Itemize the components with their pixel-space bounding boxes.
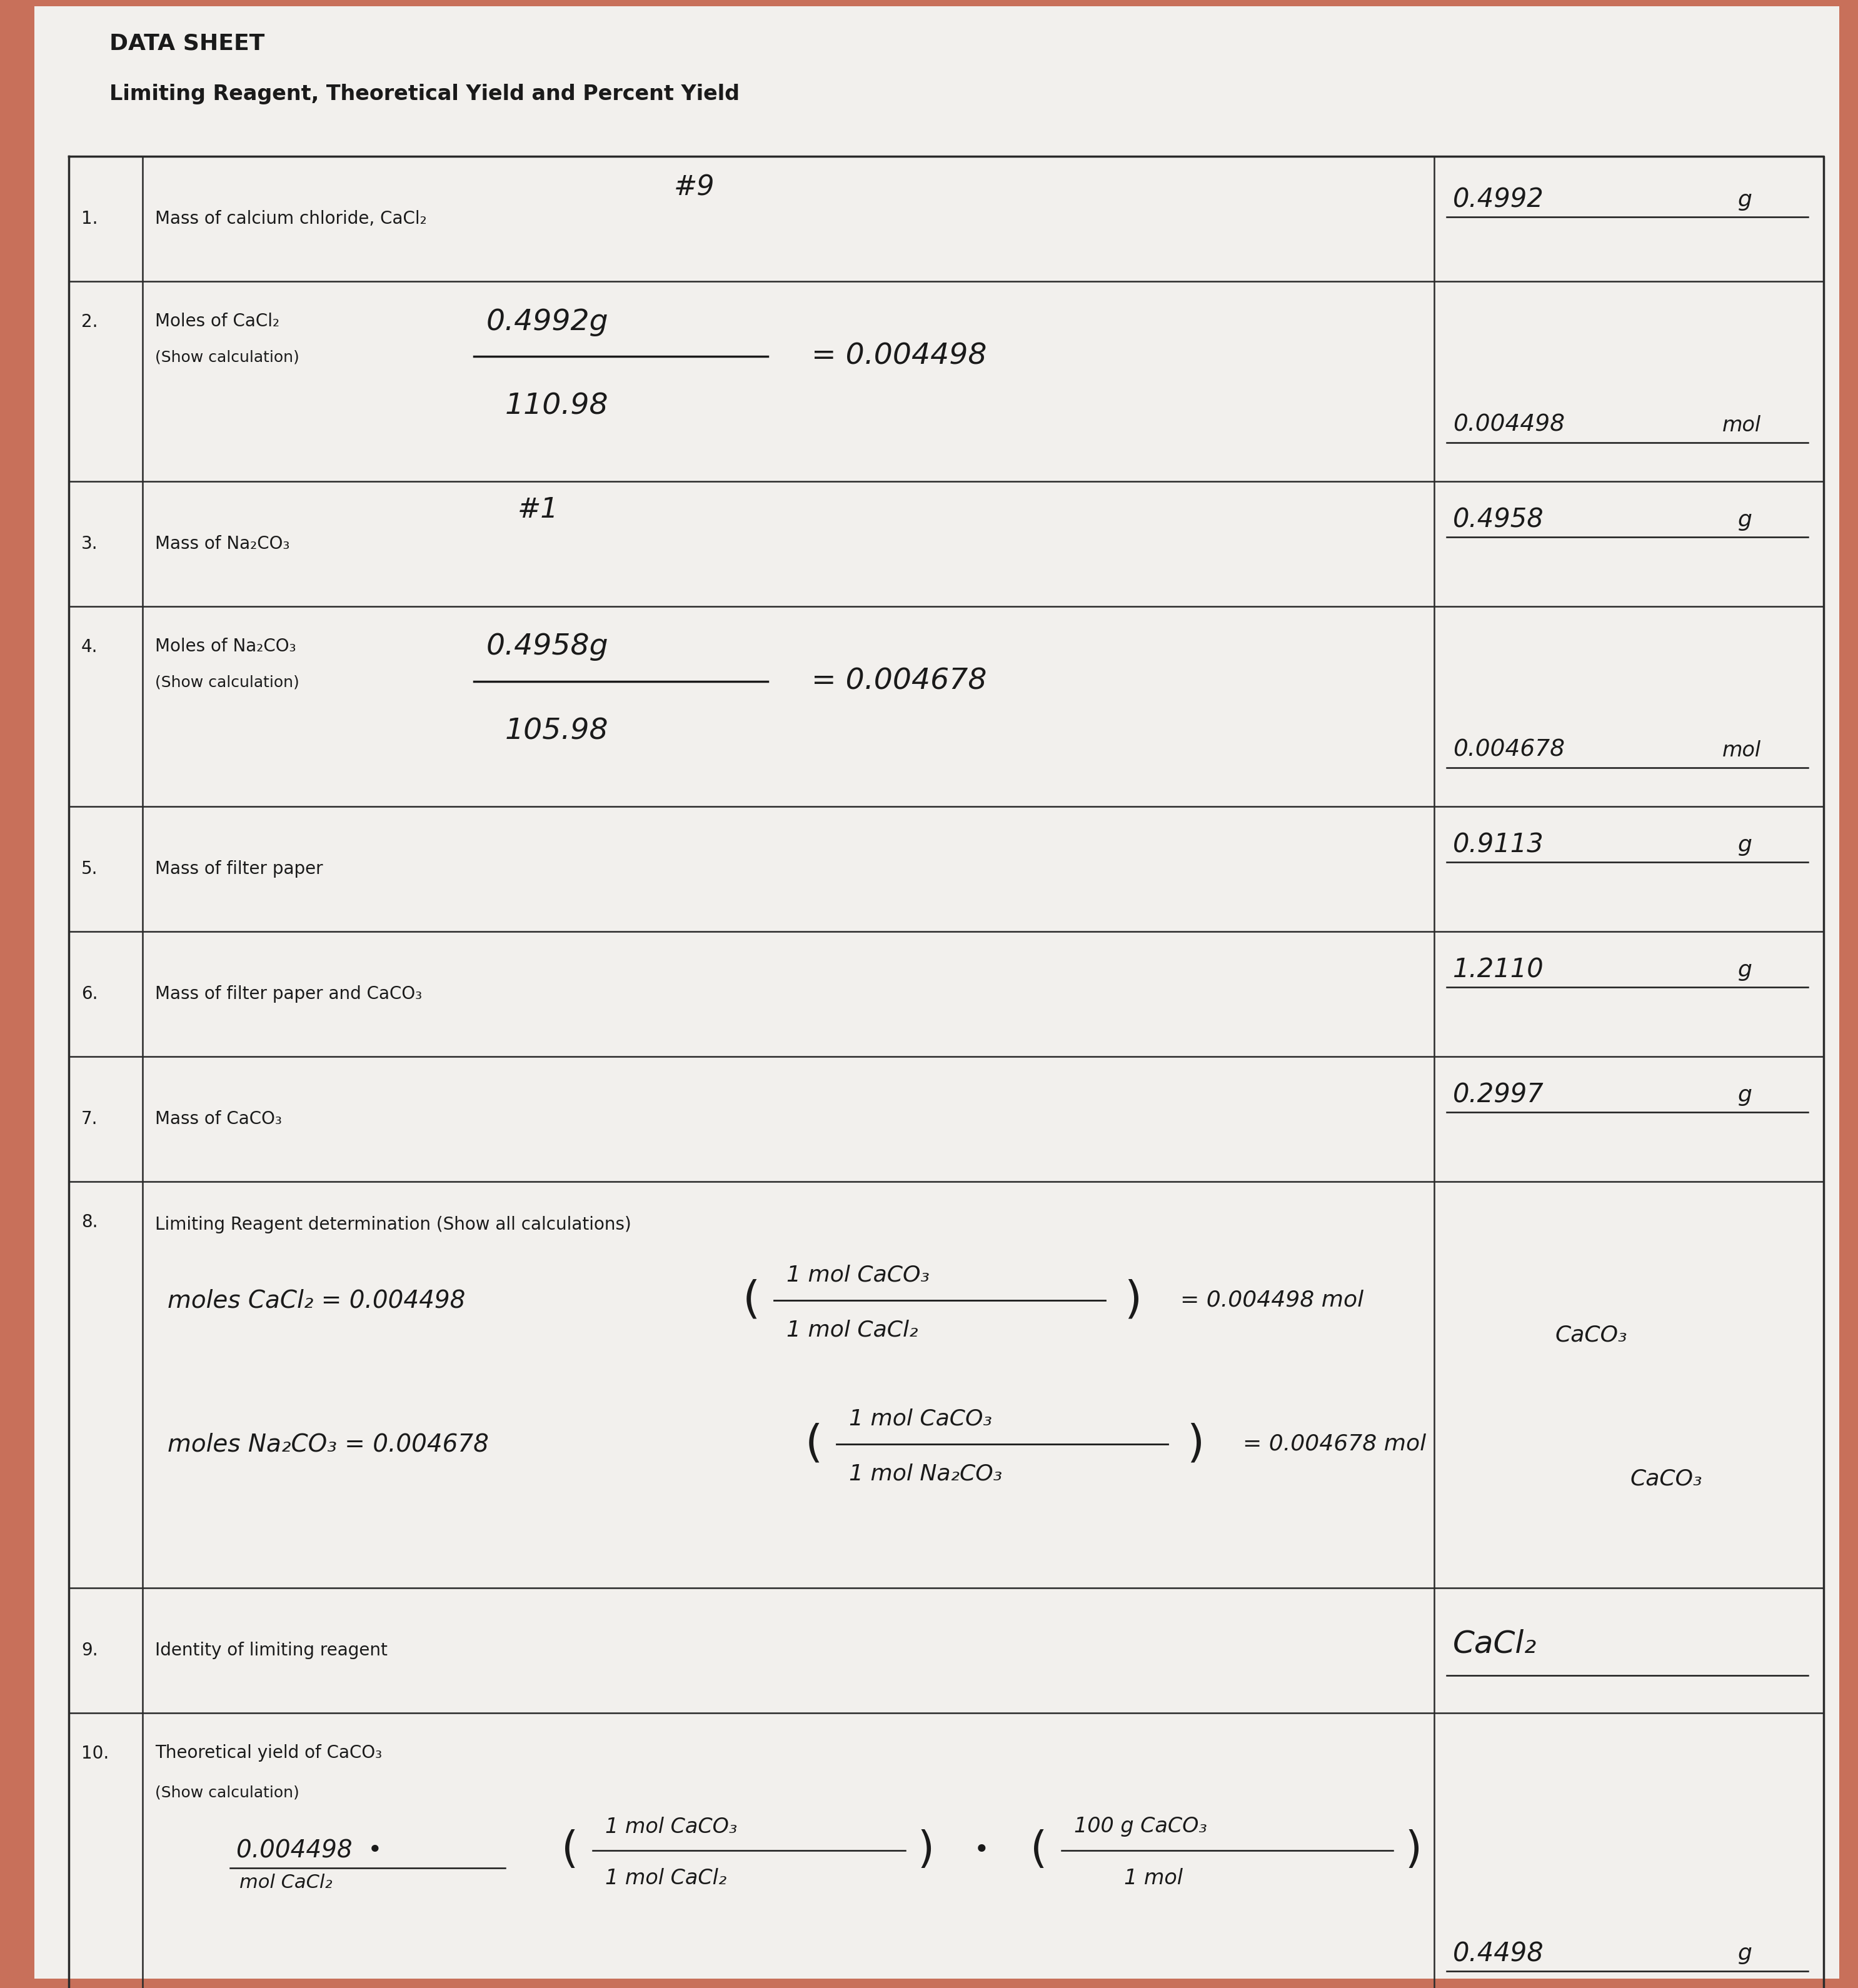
Text: g: g	[1737, 1942, 1752, 1964]
FancyBboxPatch shape	[35, 6, 1839, 1978]
Text: 0.2997: 0.2997	[1453, 1081, 1544, 1109]
Text: g: g	[1737, 189, 1752, 211]
Text: 9.: 9.	[82, 1642, 98, 1660]
Text: 0.4992g: 0.4992g	[487, 308, 609, 336]
Text: ): )	[918, 1829, 935, 1871]
Text: ): )	[1405, 1829, 1421, 1871]
Text: 1.2110: 1.2110	[1453, 956, 1544, 984]
Text: g: g	[1737, 509, 1752, 531]
Text: #1: #1	[518, 497, 559, 523]
Text: (: (	[561, 1829, 578, 1871]
Text: 0.004498: 0.004498	[1453, 414, 1564, 435]
Text: Mass of filter paper: Mass of filter paper	[154, 861, 323, 879]
Text: (: (	[743, 1278, 760, 1322]
Text: 105.98: 105.98	[505, 718, 609, 746]
Text: •: •	[974, 1837, 988, 1863]
Text: 1 mol CaCl₂: 1 mol CaCl₂	[786, 1320, 918, 1342]
Text: 100 g CaCO₃: 100 g CaCO₃	[1074, 1817, 1208, 1837]
Text: 0.004498  •: 0.004498 •	[236, 1839, 383, 1863]
Text: = 0.004678 mol: = 0.004678 mol	[1243, 1433, 1427, 1455]
Text: Mass of filter paper and CaCO₃: Mass of filter paper and CaCO₃	[154, 986, 422, 1002]
Text: ): )	[1124, 1278, 1141, 1322]
Text: (: (	[805, 1423, 823, 1465]
Text: Identity of limiting reagent: Identity of limiting reagent	[154, 1642, 388, 1660]
Text: Mass of Na₂CO₃: Mass of Na₂CO₃	[154, 535, 290, 553]
Text: mol CaCl₂: mol CaCl₂	[240, 1875, 333, 1893]
Text: CaCl₂: CaCl₂	[1453, 1628, 1537, 1660]
Text: Limiting Reagent, Theoretical Yield and Percent Yield: Limiting Reagent, Theoretical Yield and …	[110, 83, 739, 105]
Text: DATA SHEET: DATA SHEET	[110, 34, 264, 54]
Text: Limiting Reagent determination (Show all calculations): Limiting Reagent determination (Show all…	[154, 1217, 632, 1233]
Text: 8.: 8.	[82, 1213, 98, 1231]
Text: 1 mol CaCl₂: 1 mol CaCl₂	[606, 1867, 726, 1889]
Text: 110.98: 110.98	[505, 392, 609, 419]
Text: 0.4958g: 0.4958g	[487, 632, 609, 662]
Text: 3.: 3.	[82, 535, 98, 553]
Text: g: g	[1737, 835, 1752, 857]
Text: 1 mol CaCO₃: 1 mol CaCO₃	[786, 1264, 929, 1286]
Text: g: g	[1737, 1085, 1752, 1105]
Text: 10.: 10.	[82, 1745, 110, 1761]
Text: 1.: 1.	[82, 211, 98, 227]
Text: 1 mol CaCO₃: 1 mol CaCO₃	[606, 1817, 738, 1837]
Text: #9: #9	[674, 175, 715, 201]
Text: moles Na₂CO₃ = 0.004678: moles Na₂CO₃ = 0.004678	[167, 1431, 489, 1455]
Text: ): )	[1187, 1423, 1204, 1465]
Text: (: (	[1029, 1829, 1048, 1871]
Text: 1 mol: 1 mol	[1124, 1867, 1184, 1889]
Text: mol: mol	[1722, 740, 1761, 761]
Text: = 0.004498 mol: = 0.004498 mol	[1180, 1290, 1364, 1310]
Text: (Show calculation): (Show calculation)	[154, 350, 299, 366]
Text: (Show calculation): (Show calculation)	[154, 676, 299, 690]
Text: 0.004678: 0.004678	[1453, 740, 1564, 761]
Text: 0.9113: 0.9113	[1453, 833, 1544, 859]
Text: g: g	[1737, 960, 1752, 980]
Text: Moles of CaCl₂: Moles of CaCl₂	[154, 312, 279, 330]
Text: 6.: 6.	[82, 986, 98, 1002]
Text: 0.4958: 0.4958	[1453, 507, 1544, 533]
Text: = 0.004678: = 0.004678	[812, 668, 987, 696]
Text: 4.: 4.	[82, 638, 98, 656]
Text: 2.: 2.	[82, 314, 98, 330]
Text: Mass of CaCO₃: Mass of CaCO₃	[154, 1109, 282, 1127]
Text: 0.4498: 0.4498	[1453, 1940, 1544, 1966]
Text: (Show calculation): (Show calculation)	[154, 1785, 299, 1799]
Text: 0.4992: 0.4992	[1453, 187, 1544, 213]
Text: mol: mol	[1722, 415, 1761, 435]
Text: 1 mol Na₂CO₃: 1 mol Na₂CO₃	[849, 1463, 1001, 1485]
Text: = 0.004498: = 0.004498	[812, 342, 987, 370]
Text: 7.: 7.	[82, 1109, 98, 1127]
Text: Moles of Na₂CO₃: Moles of Na₂CO₃	[154, 638, 295, 656]
Text: Mass of calcium chloride, CaCl₂: Mass of calcium chloride, CaCl₂	[154, 211, 427, 227]
Text: 1 mol CaCO₃: 1 mol CaCO₃	[849, 1408, 992, 1429]
Text: CaCO₃: CaCO₃	[1555, 1324, 1628, 1346]
Text: Theoretical yield of CaCO₃: Theoretical yield of CaCO₃	[154, 1743, 383, 1761]
Text: CaCO₃: CaCO₃	[1629, 1467, 1702, 1489]
Text: 5.: 5.	[82, 861, 98, 879]
Text: moles CaCl₂ = 0.004498: moles CaCl₂ = 0.004498	[167, 1288, 464, 1312]
